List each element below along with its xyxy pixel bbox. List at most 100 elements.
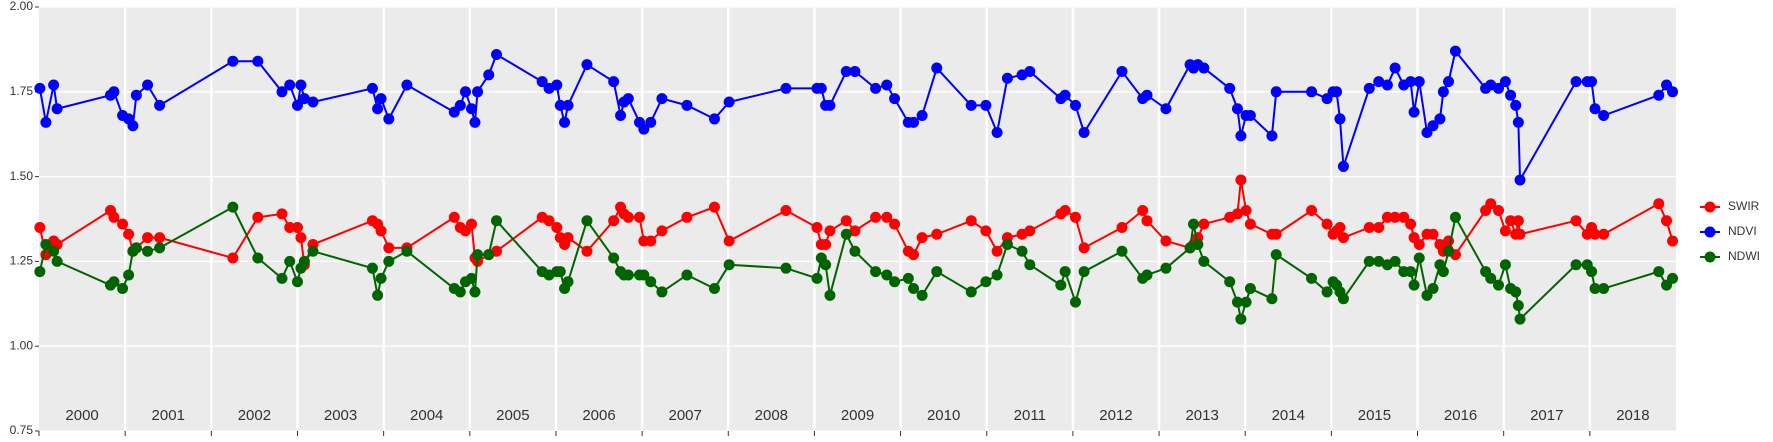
point [130,89,142,101]
x-tick-label: 2000 [65,407,98,424]
point [123,269,135,281]
x-tick-label: 2016 [1444,407,1477,424]
point [1306,86,1318,98]
point [1055,279,1067,291]
point [117,283,129,295]
point [870,266,882,278]
point [1334,221,1346,233]
point [681,211,693,223]
point [824,99,836,111]
point [401,79,413,91]
point [780,82,792,94]
point [142,79,154,91]
point [889,218,901,230]
point [849,225,861,237]
point [372,103,384,115]
y-tick-label: 1.50 [10,169,34,183]
point [708,113,720,125]
point [1244,283,1256,295]
point [1024,259,1036,271]
point [1069,211,1081,223]
point [1270,86,1282,98]
point [551,79,563,91]
point [870,82,882,94]
point [1598,283,1610,295]
point [1001,238,1013,250]
point [295,232,307,244]
point [284,221,296,233]
point [1570,259,1582,271]
x-tick-label: 2001 [152,407,185,424]
point [1427,120,1439,132]
point [472,86,484,98]
point [1512,299,1524,311]
point [780,205,792,217]
point [1231,208,1243,220]
point [454,99,466,111]
point [252,252,264,264]
point [931,62,943,74]
point [1078,242,1090,254]
point [1408,106,1420,118]
point [889,276,901,288]
point [1653,89,1665,101]
point [638,269,650,281]
point [1116,245,1128,257]
point [1514,313,1526,325]
point [307,245,319,257]
point [108,211,120,223]
point [1653,198,1665,210]
x-tick-label: 2015 [1358,407,1391,424]
point [1016,245,1028,257]
point [1598,110,1610,122]
point [615,110,627,122]
point [1069,99,1081,111]
y-tick-label: 0.75 [10,423,34,437]
point [1198,218,1210,230]
point [1069,296,1081,308]
point [840,215,852,227]
point [1137,205,1149,217]
point [681,269,693,281]
x-tick-label: 2006 [582,407,615,424]
point [295,79,307,91]
point [51,103,63,115]
point [490,215,502,227]
point [931,228,943,240]
point [1586,266,1598,278]
point [1373,221,1385,233]
x-tick-label: 2014 [1272,407,1305,424]
point [1363,255,1375,267]
point [1667,272,1679,284]
point [1667,235,1679,247]
point [581,59,593,71]
point [1405,266,1417,278]
point [1381,79,1393,91]
point [980,99,992,111]
point [1373,255,1385,267]
point [991,269,1003,281]
point [708,283,720,295]
point [622,269,634,281]
point [608,252,620,264]
point [991,245,1003,257]
point [34,221,46,233]
x-tick-label: 2012 [1099,407,1132,424]
point [902,272,914,284]
point [51,255,63,267]
point [1510,286,1522,298]
point [1160,262,1172,274]
point [127,120,139,132]
point [1398,211,1410,223]
point [1373,76,1385,88]
point [881,211,893,223]
point [820,238,832,250]
legend-label: NDVI [1728,224,1757,238]
point [1381,211,1393,223]
point [634,211,646,223]
point [1499,76,1511,88]
point [1449,211,1461,223]
point [466,218,478,230]
point [366,82,378,94]
